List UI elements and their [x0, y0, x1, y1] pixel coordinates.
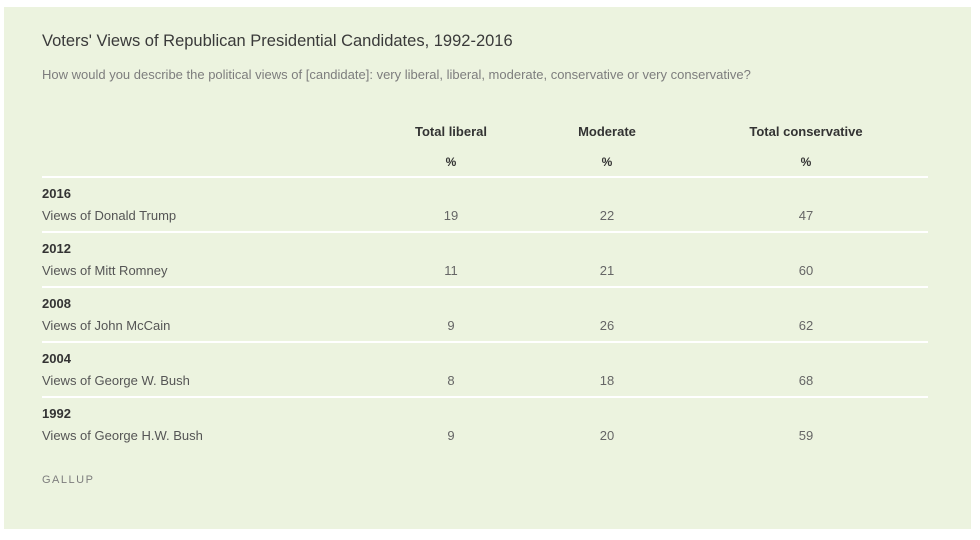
- column-unit-total-conservative: %: [800, 155, 812, 169]
- row-divider: [42, 396, 928, 398]
- column-header-total-liberal: Total liberal: [415, 124, 487, 139]
- row-label: Views of Donald Trump: [42, 208, 177, 223]
- row-label: Views of Mitt Romney: [42, 263, 168, 278]
- column-header-moderate: Moderate: [578, 124, 636, 139]
- cell-total-liberal: 9: [447, 318, 455, 333]
- cell-total-conservative: 47: [798, 208, 814, 223]
- cell-total-conservative: 62: [798, 318, 814, 333]
- cell-total-conservative: 60: [798, 263, 814, 278]
- chart-title: Voters' Views of Republican Presidential…: [42, 32, 513, 50]
- row-label: Views of George H.W. Bush: [42, 428, 203, 443]
- chart-subtitle: How would you describe the political vie…: [42, 67, 751, 82]
- cell-moderate: 26: [599, 318, 615, 333]
- cell-total-conservative: 68: [798, 373, 814, 388]
- cell-total-liberal: 19: [443, 208, 459, 223]
- column-unit-total-liberal: %: [445, 155, 457, 169]
- cell-total-liberal: 9: [447, 428, 455, 443]
- row-divider: [42, 341, 928, 343]
- row-year: 2012: [42, 241, 71, 256]
- column-unit-moderate: %: [601, 155, 613, 169]
- row-year: 2016: [42, 186, 71, 201]
- cell-moderate: 20: [599, 428, 615, 443]
- cell-total-liberal: 8: [447, 373, 455, 388]
- source-label: GALLUP: [42, 474, 95, 486]
- column-header-total-conservative: Total conservative: [749, 124, 863, 139]
- cell-moderate: 21: [599, 263, 615, 278]
- row-year: 1992: [42, 406, 71, 421]
- row-label: Views of John McCain: [42, 318, 171, 333]
- row-divider: [42, 231, 928, 233]
- cell-total-liberal: 11: [444, 263, 458, 278]
- chart-panel: Voters' Views of Republican Presidential…: [4, 7, 971, 529]
- row-year: 2008: [42, 296, 71, 311]
- row-divider: [42, 286, 928, 288]
- cell-moderate: 22: [599, 208, 615, 223]
- row-label: Views of George W. Bush: [42, 373, 190, 388]
- row-divider: [42, 176, 928, 178]
- row-year: 2004: [42, 351, 71, 366]
- cell-moderate: 18: [599, 373, 615, 388]
- cell-total-conservative: 59: [798, 428, 814, 443]
